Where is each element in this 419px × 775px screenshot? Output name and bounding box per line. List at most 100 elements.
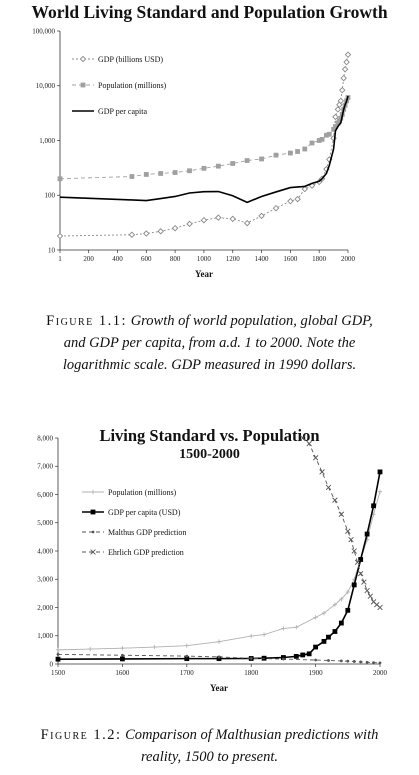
chart1-series-0-point [215, 214, 222, 221]
chart1-x-axis-title: Year [195, 269, 213, 279]
chart1-series-1-point [338, 115, 344, 121]
chart2-series-3-point [325, 484, 332, 491]
chart2-series-1-point [326, 634, 331, 640]
chart2-series-1-point [293, 653, 299, 659]
chart1-x-tick-label: 1400 [255, 255, 270, 263]
chart2-series-1-point [216, 656, 222, 662]
chart1-series-1-point [244, 158, 250, 163]
chart1-series-0-point [143, 230, 150, 237]
chart2-y-tick-label: 2,000 [37, 604, 53, 612]
chart1-x-tick-label: 400 [112, 255, 123, 263]
chart1-series-0-point [340, 74, 347, 82]
chart1-series-0-point [332, 113, 339, 121]
chart2-series-1-point [377, 469, 383, 475]
chart2-series-3-point [319, 469, 325, 475]
figure2-caption-line1: Comparison of Malthusian predictions wit… [125, 727, 379, 743]
chart1-x-tick-label: 800 [170, 255, 181, 263]
chart2-series-0-point [152, 644, 157, 650]
chart1-y-tick-label: 100 [45, 192, 56, 200]
chart1-series-0-point [186, 220, 193, 228]
chart1-legend-label-0: GDP (billions USD) [98, 55, 163, 64]
figure1-caption: Figure 1.1: Growth of world population, … [0, 310, 419, 376]
chart2-x-tick-label: 1900 [309, 669, 324, 677]
chart1-x-tick-label: 1800 [312, 255, 327, 263]
chart1-series-0-point [301, 185, 309, 193]
chart1-series-1-point [259, 156, 264, 162]
chart2-series-3-point [361, 579, 367, 585]
chart2-series-3-point [377, 604, 383, 611]
chart1-y-tick-label: 10,000 [36, 82, 56, 90]
chart1-x-tick-label: 1600 [283, 255, 298, 263]
chart2-series-2-point [339, 659, 343, 663]
chart2-title: Living Standard vs. Population [99, 426, 320, 445]
chart2-series-3-point [345, 528, 351, 534]
chart1-series-1-point [201, 165, 207, 171]
chart1-series-1-point [309, 140, 315, 146]
chart1-series-0-point [258, 212, 265, 220]
chart2-series-0-point [313, 615, 318, 620]
chart1-series-1-point [273, 152, 279, 158]
chart1-legend-label-2: GDP per capita [98, 107, 147, 116]
chart2-series-1-point [351, 582, 357, 588]
chart2-series-1-point [364, 531, 370, 537]
chart1-series-1-point [172, 170, 178, 175]
chart1-legend: GDP (billions USD) Population (millions) G… [72, 55, 167, 116]
chart1-y-tick-label: 1,000 [39, 137, 55, 145]
chart2-series-2-point [282, 657, 285, 661]
chart2-y-tick-label: 3,000 [37, 576, 53, 584]
chart2-series-1-point [313, 644, 318, 650]
chart1-series-0-point [171, 224, 179, 232]
chart1-series-2 [59, 95, 349, 204]
figure2-caption-line2: reality, 1500 to present. [140, 749, 279, 765]
chart2-series-3-point [300, 435, 306, 441]
figure1-label: Figure 1.1: [46, 313, 128, 329]
chart2-series-0-point [249, 633, 254, 639]
chart1-series-0-point [336, 101, 343, 108]
chart2-x-tick-label: 1500 [51, 669, 66, 677]
chart1-series-1-point [143, 172, 149, 177]
chart1-series-0-point [339, 86, 346, 94]
chart1-series-0-point [337, 97, 345, 105]
chart2-series-1-point [281, 655, 286, 660]
chart1-series-0-point [200, 216, 208, 224]
chart1-series-0-point [128, 231, 136, 238]
chart2-series-1-point [345, 607, 351, 613]
chart2-series-1-point [332, 629, 338, 634]
chart2-legend: Population (millions) GDP per capita (USD… [82, 488, 186, 557]
chart2-y-tick-label: 1,000 [37, 632, 53, 640]
chart2-series-2-point [365, 660, 369, 664]
chart2-series-3-point [367, 593, 374, 599]
chart1-x-tick-label: 1 [58, 255, 62, 263]
chart2-series-3-point [348, 536, 354, 543]
chart1-series-1-point [287, 150, 293, 156]
chart2-y-tick-label: 0 [50, 660, 54, 668]
chart1-series-1-point [326, 131, 332, 137]
chart2-y-tick-label: 8,000 [37, 434, 53, 442]
chart1-x-tick-label: 2000 [341, 255, 356, 263]
chart2-series-2-point [314, 658, 317, 662]
chart2-series-3-point [332, 497, 338, 503]
chart2-y-tick-label: 4,000 [37, 547, 53, 555]
chart2-series-3-point [354, 559, 361, 566]
chart1-series-1-point [333, 124, 338, 129]
chart1-series-0-point [243, 219, 251, 227]
figure1-caption-line3: logarithmic scale. GDP measured in 1990 … [62, 357, 357, 373]
chart2-series-0-point [281, 626, 286, 631]
chart1-series-1-point [319, 136, 325, 142]
chart2-series-2-point [217, 655, 221, 659]
chart1-y-tick-label: 10 [48, 246, 56, 254]
chart1-legend-marker-1 [80, 82, 86, 88]
chart1-x-tick-label: 1000 [197, 255, 212, 263]
chart1-series-2-line [59, 95, 349, 204]
chart2-legend-marker-0 [90, 489, 96, 495]
chart2-series-0 [55, 489, 383, 653]
chart2-series-0-point [339, 596, 344, 602]
chart2-series-1-point [358, 557, 364, 562]
chart2-series-2-point [327, 659, 330, 662]
chart1-series-0-point [344, 51, 352, 58]
chart1-series-1-point [323, 132, 329, 138]
chart2-series-0-point [377, 489, 383, 494]
chart2-series-1-point [120, 656, 125, 662]
chart2-series-0-point [216, 639, 222, 644]
chart1-legend-label-1: Population (millions) [98, 81, 167, 90]
